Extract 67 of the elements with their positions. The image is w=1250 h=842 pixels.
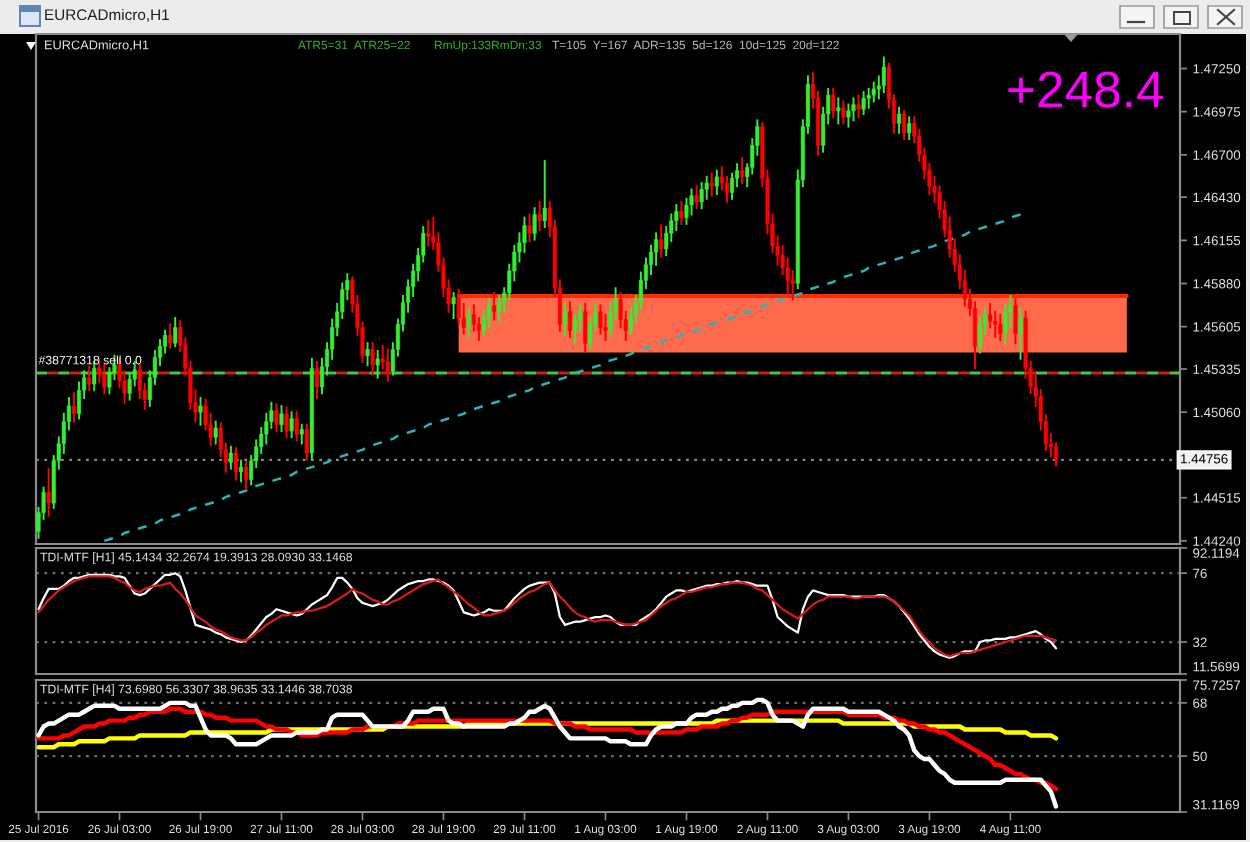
candlestick: [583, 302, 588, 352]
candlestick: [198, 397, 203, 426]
candlestick: [1013, 298, 1018, 345]
candlestick: [375, 350, 380, 379]
candlestick: [279, 404, 284, 432]
candlestick: [603, 313, 608, 341]
candlestick: [881, 56, 886, 94]
candlestick: [238, 459, 244, 483]
candlestick: [385, 348, 390, 382]
line-series: [103, 213, 1022, 543]
candlestick: [679, 200, 684, 225]
candlestick: [532, 207, 537, 241]
candlestick: [365, 342, 370, 367]
candlestick: [993, 310, 998, 338]
candlestick: [831, 87, 836, 119]
candlestick: [92, 361, 97, 392]
candlestick: [244, 461, 249, 491]
candlestick: [102, 364, 107, 395]
candlestick: [87, 365, 92, 392]
candlestick: [659, 224, 664, 258]
candlestick: [841, 100, 846, 125]
candlestick: [173, 317, 178, 348]
candlestick: [304, 423, 309, 461]
candlestick: [466, 307, 471, 338]
candlestick: [46, 467, 51, 517]
candlestick: [289, 411, 294, 439]
candlestick: [856, 94, 861, 119]
candlestick: [709, 172, 714, 197]
candlestick: [370, 342, 375, 376]
candlestick: [846, 103, 851, 128]
candlestick: [426, 219, 431, 247]
candlestick: [694, 185, 699, 210]
candlestick: [902, 109, 907, 141]
candlestick: [233, 447, 238, 481]
candlestick: [573, 313, 578, 345]
candlestick: [168, 323, 173, 349]
candlestick: [451, 291, 456, 319]
candlestick: [492, 291, 497, 321]
candlestick: [294, 411, 299, 442]
candlestick: [598, 304, 603, 335]
candlestick: [542, 160, 547, 228]
candlestick: [284, 406, 289, 439]
candlestick: [851, 97, 856, 122]
candlestick: [699, 182, 704, 210]
candlestick: [274, 403, 279, 432]
candlestick: [907, 116, 912, 141]
candlestick: [497, 295, 502, 323]
candlestick: [213, 420, 218, 445]
candlestick: [740, 157, 745, 185]
annotation: +248.4: [1008, 71, 1164, 108]
candlestick: [71, 392, 77, 423]
candlestick: [527, 213, 532, 243]
candlestick: [998, 313, 1003, 341]
candlestick: [871, 81, 876, 103]
candlestick: [714, 169, 719, 196]
candlestick: [228, 445, 233, 470]
candlestick: [866, 87, 871, 109]
candlestick: [861, 91, 866, 115]
candlestick: [299, 423, 304, 445]
candlestick: [486, 298, 492, 329]
candlestick: [537, 200, 542, 232]
candlestick: [836, 97, 841, 125]
candlestick: [314, 361, 319, 400]
candlestick: [897, 106, 902, 134]
candlestick: [1018, 307, 1023, 360]
candlestick: [562, 302, 568, 337]
candlestick: [567, 301, 573, 338]
